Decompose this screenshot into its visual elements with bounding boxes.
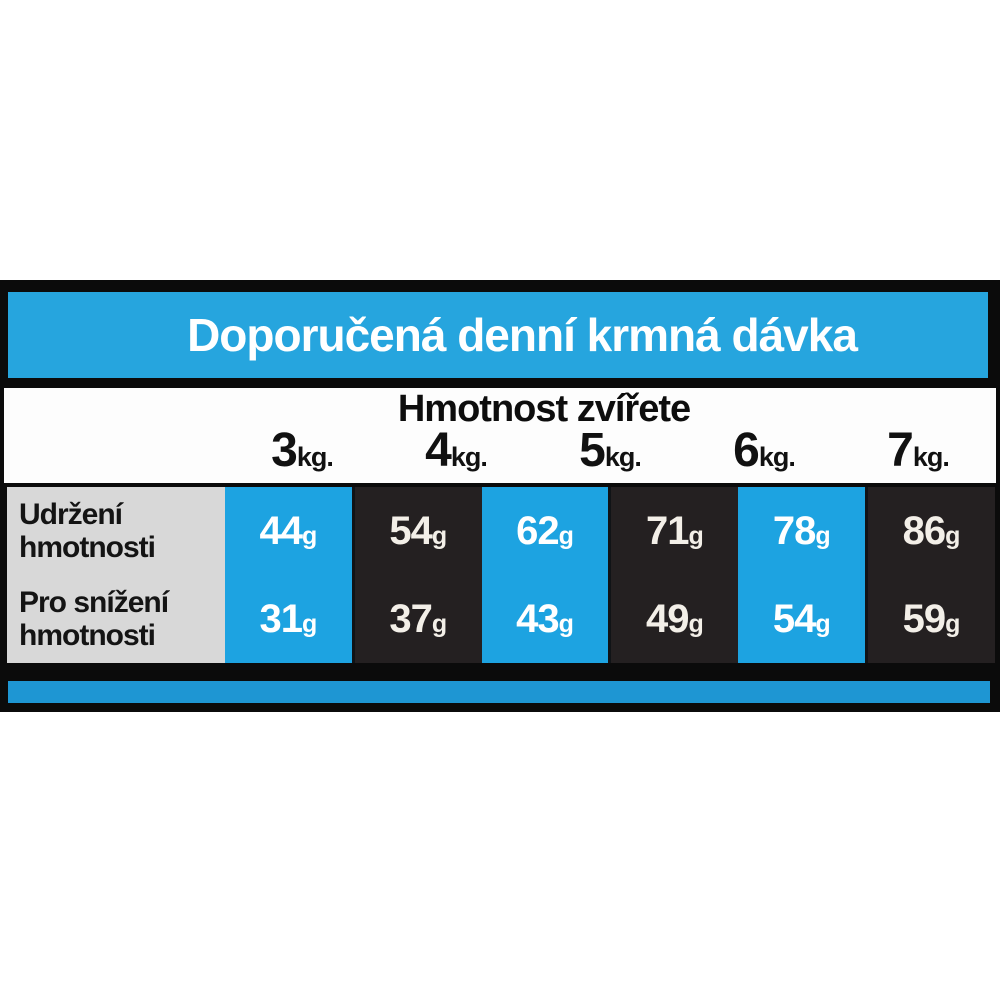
data-column-2: 54g 37g — [351, 487, 482, 663]
value-cell: 49g — [611, 575, 738, 663]
row-label-maintenance: Udržení hmotnosti — [7, 487, 225, 575]
grams-value: 71g — [646, 508, 704, 553]
grams-value: 59g — [902, 596, 961, 641]
value-cell: 43g — [482, 575, 609, 663]
weight-column-header-5kg: 5kg. — [533, 424, 687, 480]
data-column-3: 62g 43g — [481, 487, 609, 663]
bottom-accent-bar — [8, 681, 990, 703]
value-cell: 78g — [738, 487, 865, 575]
row-labels-column: Udržení hmotnosti Pro snížení hmotnosti — [7, 487, 225, 663]
weight-columns-row: 3kg. 4kg. 5kg. 6kg. 7kg. — [225, 424, 995, 480]
grams-value: 44g — [259, 508, 318, 553]
value-cell: 71g — [611, 487, 738, 575]
table-title-bar: Doporučená denní krmná dávka — [8, 292, 988, 378]
weight-column-header-6kg: 6kg. — [687, 424, 841, 480]
value-cell: 54g — [738, 575, 865, 663]
weight-value: 5kg. — [579, 424, 642, 477]
grams-value: 86g — [902, 508, 961, 553]
row-label-line: hmotnosti — [19, 619, 156, 652]
grams-value: 54g — [772, 596, 831, 641]
weight-value: 6kg. — [733, 424, 796, 477]
table-body: Udržení hmotnosti Pro snížení hmotnosti … — [7, 487, 995, 663]
data-column-5: 78g 54g — [738, 487, 866, 663]
animal-weight-header-row: Hmotnost zvířete 3kg. 4kg. 5kg. 6kg. 7kg… — [4, 388, 996, 483]
row-label-reduction: Pro snížení hmotnosti — [7, 575, 225, 663]
grams-value: 37g — [389, 596, 448, 641]
grams-value: 78g — [772, 508, 831, 553]
row-label-line: hmotnosti — [19, 531, 156, 564]
feeding-table: Doporučená denní krmná dávka Hmotnost zv… — [0, 280, 1000, 712]
weight-value: 7kg. — [887, 424, 950, 477]
animal-weight-header: Hmotnost zvířete — [397, 388, 691, 430]
weight-column-header-3kg: 3kg. — [225, 424, 379, 480]
weight-value: 3kg. — [271, 424, 334, 477]
grams-value: 49g — [646, 596, 704, 641]
data-column-6: 86g 59g — [865, 487, 995, 663]
value-cell: 59g — [868, 575, 995, 663]
grams-value: 62g — [516, 508, 574, 553]
table-title: Doporučená denní krmná dávka — [187, 309, 858, 361]
data-column-1: 44g 31g — [225, 487, 352, 663]
weight-value: 4kg. — [425, 424, 488, 477]
value-cell: 54g — [355, 487, 482, 575]
data-column-4: 71g 49g — [608, 487, 739, 663]
grams-value: 43g — [516, 596, 574, 641]
value-cell: 37g — [355, 575, 482, 663]
weight-column-header-4kg: 4kg. — [379, 424, 533, 480]
value-cell: 44g — [225, 487, 352, 575]
row-label-line: Udržení — [19, 498, 123, 531]
grams-value: 54g — [389, 508, 448, 553]
value-cell: 62g — [482, 487, 609, 575]
weight-column-header-7kg: 7kg. — [841, 424, 995, 480]
row-label-line: Pro snížení — [19, 586, 169, 619]
value-cell: 31g — [225, 575, 352, 663]
value-cell: 86g — [868, 487, 995, 575]
grams-value: 31g — [259, 596, 318, 641]
